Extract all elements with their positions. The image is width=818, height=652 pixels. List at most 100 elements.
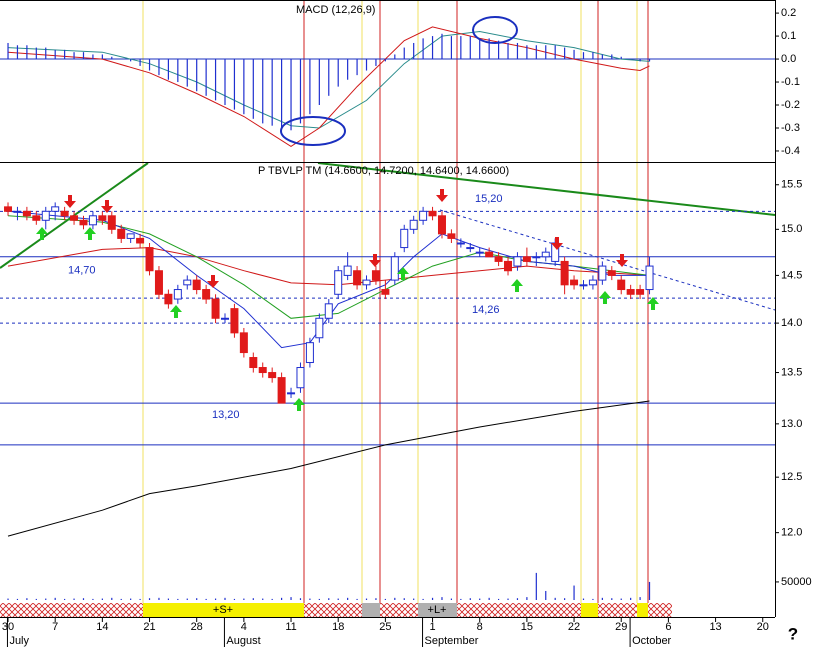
y-tick-label: 14.0 <box>781 317 802 329</box>
signal-flat <box>362 603 380 617</box>
x-tick-label: 20 <box>757 621 769 633</box>
candle-body <box>532 256 541 259</box>
buy-arrow <box>647 297 659 310</box>
y-tick-label: 0.2 <box>781 7 796 19</box>
y-tick-label: 0.0 <box>781 53 796 65</box>
candle-body <box>617 279 626 291</box>
candle-body <box>570 279 579 286</box>
candle-body <box>522 256 531 262</box>
y-tick-label: 12.5 <box>781 471 802 483</box>
candle-body <box>579 284 588 287</box>
candle-body <box>485 251 494 258</box>
buy-arrow <box>36 227 48 240</box>
x-tick-label: 30 <box>2 621 14 633</box>
ma-line <box>7 26 650 147</box>
signal-label: +L+ <box>428 604 447 616</box>
x-tick-label: 14 <box>96 621 108 633</box>
candle-body <box>645 265 654 291</box>
x-tick-label: 28 <box>191 621 203 633</box>
buy-arrow <box>293 398 305 411</box>
candle-body <box>145 247 154 272</box>
x-tick-label: 25 <box>379 621 391 633</box>
candle-body <box>343 265 352 276</box>
sell-arrow <box>616 254 628 267</box>
month-label: October <box>632 635 671 647</box>
candle-body <box>192 279 201 291</box>
candle-body <box>494 256 503 262</box>
candle-body <box>4 206 13 212</box>
candle-body <box>381 289 390 295</box>
candle-body <box>400 228 409 249</box>
candle-body <box>154 270 163 295</box>
help-button[interactable]: ? <box>788 624 798 643</box>
candle-body <box>268 372 277 379</box>
month-label: August <box>226 635 260 647</box>
signal-short <box>143 603 304 617</box>
signal-strip: +S+ +L+ <box>0 603 672 617</box>
candle-body <box>183 279 192 286</box>
candle-body <box>409 219 418 230</box>
signal-neutral <box>304 603 362 617</box>
y-tick-label: -0.4 <box>781 145 800 157</box>
candle-body <box>249 357 258 369</box>
candle-body <box>164 293 173 305</box>
candle-body <box>277 377 286 404</box>
candle-body <box>315 317 324 339</box>
level-label: 14,26 <box>472 304 500 316</box>
candle-body <box>428 210 437 217</box>
buy-arrow <box>84 227 96 240</box>
month-label: July <box>9 635 29 647</box>
signal-neutral <box>648 603 672 617</box>
x-tick-label: 15 <box>521 621 533 633</box>
trend-line <box>317 162 776 216</box>
candle-body <box>287 392 296 395</box>
sell-arrow <box>207 275 219 288</box>
candle-body <box>126 233 135 239</box>
candle-body <box>560 260 569 286</box>
candle-body <box>447 233 456 239</box>
x-tick-label: 22 <box>568 621 580 633</box>
signal-short <box>581 603 598 617</box>
buy-arrow <box>511 279 523 292</box>
candle-body <box>70 215 79 221</box>
candle-body <box>334 270 343 295</box>
sell-arrow <box>551 237 563 250</box>
candle-body <box>598 265 607 281</box>
signal-short <box>637 603 648 617</box>
buy-arrow <box>170 305 182 318</box>
candle-body <box>541 251 550 258</box>
signal-neutral <box>598 603 637 617</box>
candle-body <box>636 289 645 295</box>
candle-body <box>88 215 97 226</box>
candle-body <box>353 270 362 286</box>
y-tick-label: 50000 <box>781 576 812 588</box>
candle-body <box>362 279 371 286</box>
ma-line <box>7 210 650 349</box>
candle-body <box>13 210 22 213</box>
y-tick-label: -0.3 <box>781 122 800 134</box>
x-tick-label: 1 <box>429 621 435 633</box>
candle-body <box>258 367 267 374</box>
ma-line <box>7 400 650 537</box>
y-tick-label: 12.0 <box>781 527 802 539</box>
x-tick-label: 4 <box>241 621 247 633</box>
y-tick-label: -0.2 <box>781 99 800 111</box>
candle-body <box>60 210 69 217</box>
candle-body <box>466 247 475 250</box>
x-tick-label: 7 <box>52 621 58 633</box>
candle-body <box>98 215 107 221</box>
candle-body <box>22 210 31 217</box>
candle-body <box>239 332 248 354</box>
sell-arrow <box>436 189 448 202</box>
candle-body <box>136 237 145 244</box>
signal-neutral <box>457 603 581 617</box>
candle-body <box>504 260 513 272</box>
candle-body <box>202 289 211 300</box>
ma-line <box>7 30 650 129</box>
candle-body <box>475 251 484 254</box>
y-tick-label: 14.5 <box>781 269 802 281</box>
buy-arrow <box>397 267 409 280</box>
level-label: 13,20 <box>212 409 240 421</box>
level-label: 14,70 <box>68 265 96 277</box>
buy-arrow <box>599 291 611 304</box>
